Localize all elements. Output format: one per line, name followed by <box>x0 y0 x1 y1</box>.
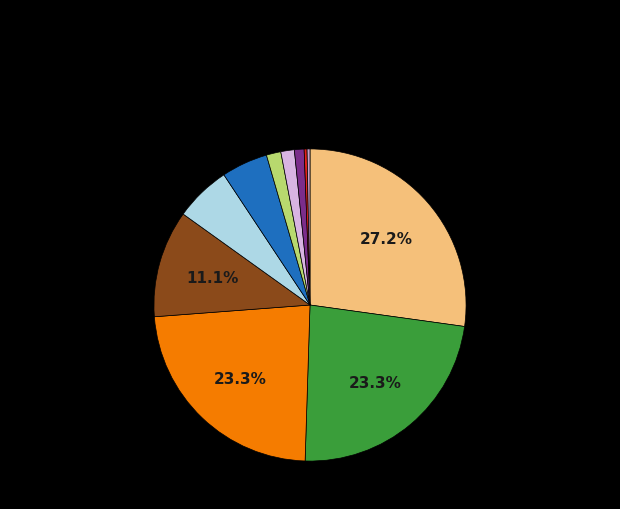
Wedge shape <box>307 150 310 305</box>
Wedge shape <box>183 176 310 305</box>
Wedge shape <box>154 215 310 317</box>
Wedge shape <box>281 151 310 305</box>
Wedge shape <box>305 305 464 461</box>
Wedge shape <box>294 150 310 305</box>
Text: 23.3%: 23.3% <box>213 371 267 386</box>
Text: 11.1%: 11.1% <box>186 271 239 286</box>
Wedge shape <box>224 156 310 305</box>
Wedge shape <box>267 152 310 305</box>
Text: 23.3%: 23.3% <box>349 375 402 390</box>
Legend: £100k-£150k, £50k-£100k, £150k-£200k, £200k-£250k, £250k-£300k, £300k-£400k, und: £100k-£150k, £50k-£100k, £150k-£200k, £2… <box>111 0 509 5</box>
Wedge shape <box>310 150 466 327</box>
Wedge shape <box>154 305 310 461</box>
Text: 27.2%: 27.2% <box>360 232 413 246</box>
Wedge shape <box>304 150 310 305</box>
